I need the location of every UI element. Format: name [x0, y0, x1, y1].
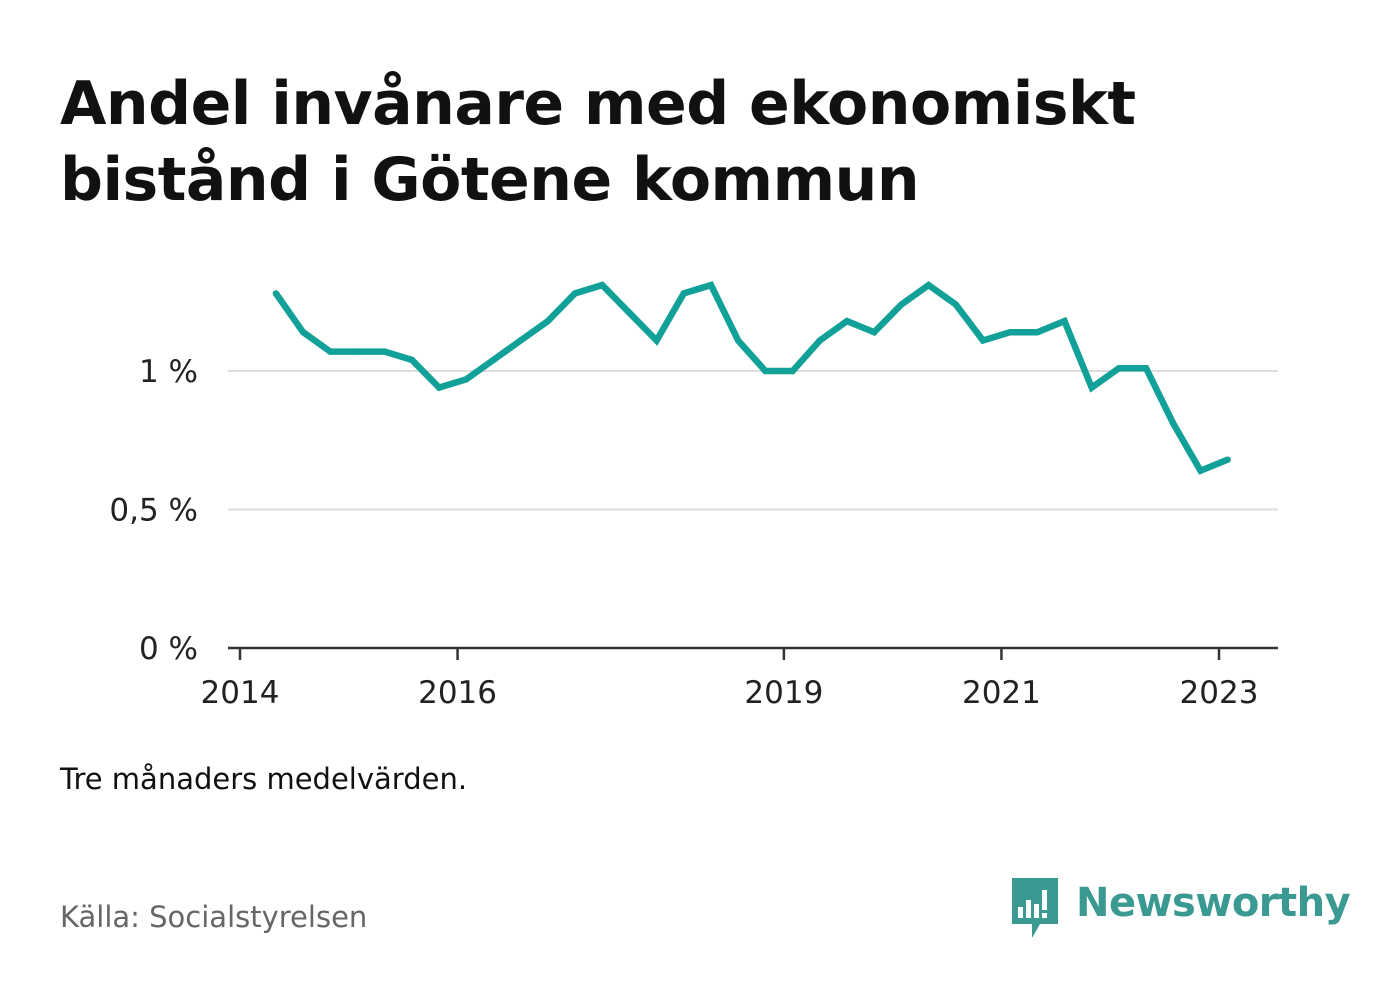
data-point [599, 281, 606, 289]
data-point [517, 337, 524, 344]
data-point [1006, 329, 1014, 336]
data-point [327, 348, 334, 355]
data-point [1061, 317, 1068, 325]
data-point [816, 337, 823, 344]
series-line [273, 281, 1229, 475]
data-point [925, 281, 932, 289]
data-point [1142, 365, 1150, 372]
source-credit: Källa: Socialstyrelsen [60, 900, 368, 934]
data-point [381, 348, 388, 355]
data-point [1170, 420, 1177, 427]
y-axis-labels: 0 % 0,5 % 1 % [109, 354, 198, 667]
data-point [762, 367, 769, 375]
data-point [571, 290, 579, 297]
data-point [435, 384, 443, 391]
data-point [979, 337, 987, 344]
data-point [707, 281, 715, 289]
data-point [1115, 365, 1123, 372]
y-tick-label: 0,5 % [109, 493, 198, 529]
chart-title: Andel invånare med ekonomiskt bistånd i … [60, 69, 1136, 215]
data-point [354, 348, 361, 355]
gridlines [228, 370, 1278, 511]
x-axis-ticks: 2014 2016 2019 2021 2023 [201, 648, 1259, 711]
x-tick-label: 2019 [744, 675, 823, 711]
data-point [544, 317, 552, 325]
data-point [653, 337, 660, 344]
data-point [408, 356, 416, 364]
data-points [272, 281, 1231, 474]
line-chart: 0 % 0,5 % 1 % 2014 2016 2019 2021 2023 [109, 281, 1278, 711]
chart-note: Tre månaders medelvärden. [60, 762, 468, 796]
y-tick-label: 0 % [139, 631, 198, 667]
data-point [789, 367, 796, 375]
newsworthy-chart-bubble-icon [1012, 878, 1058, 938]
data-point [870, 329, 878, 336]
y-tick-label: 1 % [139, 354, 198, 390]
data-point [490, 356, 497, 364]
data-point [1197, 467, 1204, 474]
data-point [626, 309, 633, 317]
data-point [1088, 384, 1095, 391]
x-tick-label: 2014 [201, 675, 280, 711]
brand-name: Newsworthy [1076, 880, 1351, 926]
data-point [898, 301, 905, 308]
data-point [463, 376, 470, 383]
data-point [735, 337, 742, 344]
data-point [299, 329, 307, 336]
x-tick-label: 2021 [962, 675, 1041, 711]
brand-logo: Newsworthy [1010, 878, 1351, 940]
data-point [680, 290, 688, 297]
x-tick-label: 2016 [418, 675, 497, 711]
data-point [952, 301, 959, 308]
data-point [843, 317, 851, 325]
data-point [1034, 329, 1041, 336]
x-tick-label: 2023 [1180, 675, 1259, 711]
data-point [272, 290, 280, 297]
data-point [1224, 456, 1231, 463]
